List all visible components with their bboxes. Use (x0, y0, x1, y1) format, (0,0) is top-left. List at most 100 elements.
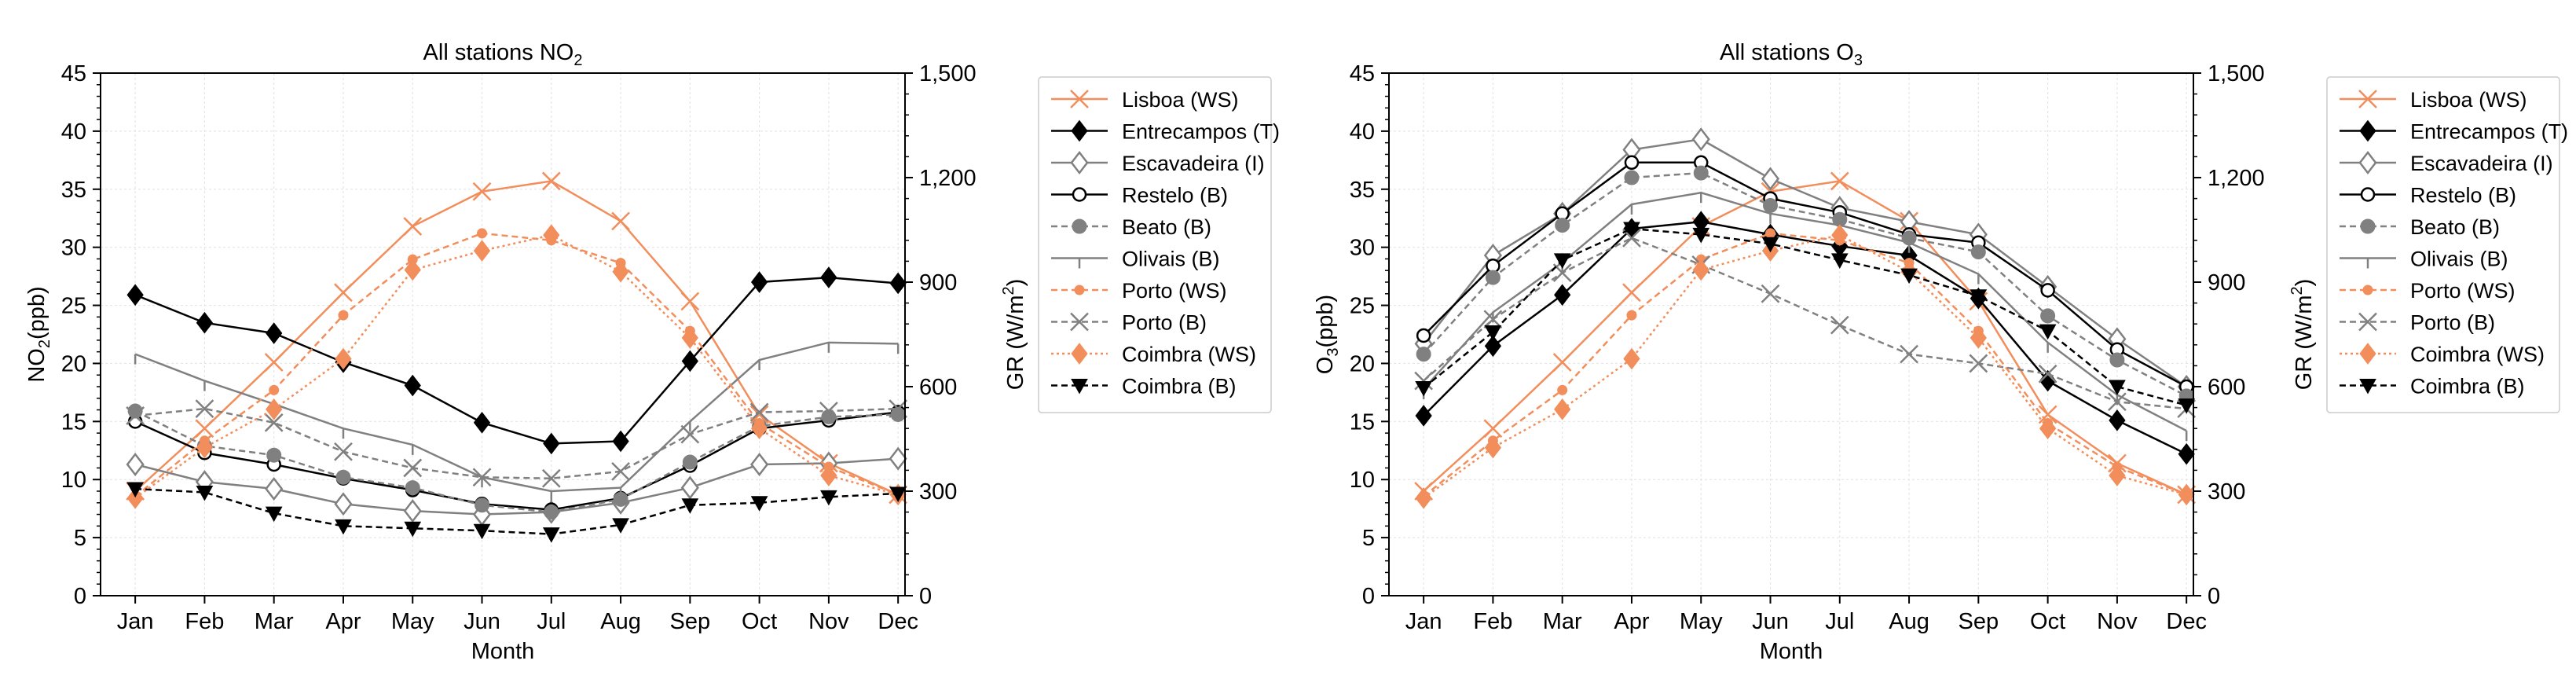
legend-marker (2359, 119, 2376, 142)
data-point (1552, 353, 1572, 372)
legend-label: Lisboa (WS) (2410, 88, 2527, 112)
y-tick-label: 5 (1362, 526, 1375, 551)
series-porto-b (126, 399, 908, 488)
x-tick-label: Jul (537, 609, 566, 634)
y-tick-label: 45 (1350, 61, 1375, 86)
data-point (544, 505, 559, 520)
data-point (1414, 371, 1434, 391)
series-group (1414, 127, 2197, 509)
data-point (1900, 344, 1918, 364)
data-point (1623, 222, 1640, 238)
legend-label: Porto (WS) (2410, 279, 2516, 303)
data-point (820, 266, 837, 288)
data-point (1763, 197, 1779, 213)
data-point (126, 487, 144, 509)
data-point (820, 490, 837, 506)
y2-tick-label: 1,200 (919, 166, 977, 191)
series-line (1423, 220, 2187, 455)
legend-item: Restelo (B) (2340, 184, 2516, 207)
data-point (2038, 364, 2058, 384)
data-point (1969, 354, 1988, 373)
data-point (889, 399, 908, 418)
legend-marker (2360, 218, 2376, 234)
data-point (266, 398, 283, 420)
series-coimbra-b (1415, 222, 2196, 414)
data-point (681, 327, 698, 349)
data-point (1830, 315, 1849, 335)
data-point (2039, 324, 2057, 340)
y-tick-label: 20 (1350, 351, 1375, 376)
y-tick-label: 40 (61, 119, 86, 145)
series-line (1423, 191, 2187, 432)
x-tick-label: May (1680, 609, 1723, 634)
legend-marker (2358, 312, 2377, 332)
y-tick-label: 5 (74, 526, 86, 551)
legend-label: Lisboa (WS) (1122, 88, 1239, 112)
x-tick-label: Jul (1825, 609, 1854, 634)
y2-tick-label: 0 (919, 584, 932, 609)
data-point (2178, 442, 2195, 465)
data-point (334, 283, 353, 303)
y-tick-label: 35 (61, 178, 86, 203)
data-point (2109, 352, 2125, 368)
y-axis-right: 0 300 600 900 1,200 1,500 (905, 61, 977, 609)
x-tick-label: Jan (1405, 609, 1442, 634)
data-point (1553, 253, 1571, 269)
data-point (819, 402, 838, 420)
y-axis-right: 0 300 600 900 1,200 1,500 (2193, 61, 2265, 609)
data-point (405, 480, 420, 496)
data-point (1622, 283, 1641, 303)
data-point (126, 482, 144, 498)
legend-label: Entrecampos (T) (1122, 120, 1280, 144)
data-point (612, 518, 629, 534)
data-point (1765, 228, 1776, 239)
legend-marker (1071, 119, 1088, 142)
data-point (195, 399, 214, 418)
data-point (126, 452, 145, 477)
data-point (1970, 289, 1988, 305)
series-lisboa-ws (126, 171, 908, 505)
y2-tick-label: 900 (2208, 270, 2245, 295)
series-line (1423, 171, 2187, 397)
series-line (134, 232, 899, 497)
data-point (195, 419, 214, 439)
y2-axis-label-superscript: 2 (2288, 286, 2306, 295)
data-point (1415, 405, 1432, 427)
data-point (612, 260, 629, 283)
legend-marker (1072, 187, 1087, 202)
y2-tick-label: 1,200 (2208, 166, 2265, 191)
data-point (681, 498, 699, 514)
legend-marker (1072, 218, 1087, 234)
y2-tick-label: 1,500 (919, 61, 977, 86)
y-axis-label-main: O (1313, 357, 1338, 375)
data-point (2178, 483, 2195, 506)
series-entrecampos-t (1415, 211, 2195, 465)
legend-label: Porto (B) (2410, 311, 2495, 335)
axes: 0 5 10 15 20 25 30 35 40 45 0 300 600 900 1,200 1,500 Ja… (61, 61, 977, 634)
legend-label: Restelo (B) (2410, 184, 2516, 207)
legend-marker (2360, 187, 2376, 202)
series-line (1423, 227, 2187, 406)
chart-title-subscript: 2 (573, 52, 582, 69)
x-axis: Jan Feb Mar Apr May Jun Jul Aug Sep Oct Nov Dec (1405, 596, 2207, 634)
legend-item: Coimbra (B) (1051, 375, 1237, 398)
legend-label: Coimbra (B) (2410, 375, 2525, 398)
data-point (681, 350, 698, 373)
data-point (1623, 347, 1640, 370)
series-beato-b (1416, 165, 2194, 404)
x-tick-label: Apr (325, 609, 361, 634)
legend-marker (1070, 90, 1089, 108)
x-tick-label: Feb (185, 609, 224, 634)
data-point (1557, 384, 1568, 395)
series-line (134, 409, 899, 513)
legend-item: Entrecampos (T) (2340, 120, 2568, 144)
y2-axis-label: GR (W/m2) (2288, 279, 2317, 391)
legend-item: Coimbra (WS) (2340, 343, 2545, 366)
legend-item: Olivais (B) (1051, 248, 1220, 271)
x-tick-label: Feb (1473, 609, 1512, 634)
series-line (1423, 237, 2187, 410)
data-point (682, 454, 698, 470)
data-point (196, 485, 214, 501)
y-tick-label: 35 (1350, 178, 1375, 203)
